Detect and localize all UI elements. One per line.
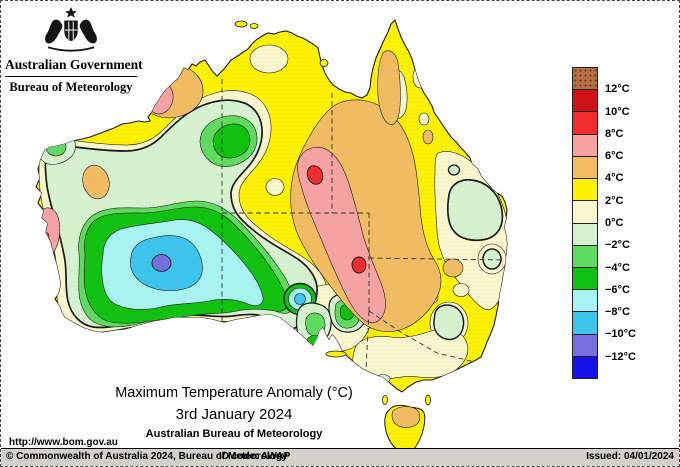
nsw-vic-border xyxy=(368,310,476,363)
legend-swatch xyxy=(572,355,598,380)
government-title: Australian Government xyxy=(5,57,143,72)
flinders-island xyxy=(425,394,431,406)
footer-bar: © Commonwealth of Australia 2024, Bureau… xyxy=(1,448,679,466)
legend-swatches xyxy=(572,67,598,380)
crest-star xyxy=(65,7,77,18)
crest-emu xyxy=(79,19,97,44)
king-island xyxy=(382,395,388,405)
westcoast-red-1 xyxy=(41,222,47,232)
tiwi-island-2 xyxy=(249,23,259,29)
legend-swatch xyxy=(572,111,598,135)
legend-swatch xyxy=(572,244,598,268)
legend-swatch xyxy=(572,200,598,224)
legend-tick-label: −10°C xyxy=(605,328,637,341)
map-title-block: Maximum Temperature Anomaly (°C) 3rd Jan… xyxy=(44,385,424,440)
legend-tick-label: −4°C xyxy=(605,261,630,274)
bom-url: http://www.bom.gov.au xyxy=(9,437,118,448)
legend-swatch xyxy=(572,155,598,180)
sa-coast-orange xyxy=(346,366,356,374)
legend-swatch xyxy=(572,333,598,357)
legend-tick-label: −8°C xyxy=(605,306,630,319)
legend-tick-label: 6°C xyxy=(605,150,624,163)
legend-swatch xyxy=(572,222,598,246)
legend-tick-label: 0°C xyxy=(605,217,624,229)
map-title: Maximum Temperature Anomaly (°C) xyxy=(115,385,353,401)
legend-tick-label: −2°C xyxy=(605,239,630,252)
legend-tick-label: 12°C xyxy=(605,83,630,96)
government-header: Australian Government Bureau of Meteorol… xyxy=(5,5,143,95)
header-divider xyxy=(5,76,137,77)
tiwi-island xyxy=(234,20,248,28)
map-date: 3rd January 2024 xyxy=(175,406,293,423)
crest-scroll xyxy=(47,46,95,52)
coat-of-arms-icon xyxy=(45,7,97,52)
legend-tick-label: −12°C xyxy=(605,350,637,363)
legend-swatch xyxy=(572,311,598,335)
state-borders xyxy=(221,79,506,371)
legend-swatch xyxy=(572,266,598,291)
issued-date: Issued: 04/01/2024 xyxy=(586,451,674,462)
legend-swatch xyxy=(572,178,598,202)
crest-shield xyxy=(64,20,78,42)
legend-tick-label: 10°C xyxy=(605,105,630,118)
legend-tick-label: 8°C xyxy=(605,127,624,140)
qld-nsw-border xyxy=(368,257,506,261)
legend-swatch xyxy=(572,289,598,313)
legend-swatch xyxy=(572,133,598,157)
legend-tick-label: −6°C xyxy=(605,283,630,296)
legend-tick-label: 2°C xyxy=(605,194,624,207)
map-source: Australian Bureau of Meteorology xyxy=(145,428,323,440)
kangaroo-island xyxy=(325,350,347,358)
copyright-text: © Commonwealth of Australia 2024, Bureau… xyxy=(6,451,288,462)
bureau-title: Bureau of Meteorology xyxy=(9,80,133,94)
id-code: ID code: AWAP xyxy=(219,451,291,462)
legend-tick-label: 4°C xyxy=(605,172,624,185)
legend-swatch xyxy=(572,67,598,91)
legend-swatch xyxy=(572,89,598,113)
sa-vic-border xyxy=(365,310,370,371)
crest-kangaroo xyxy=(45,19,63,44)
